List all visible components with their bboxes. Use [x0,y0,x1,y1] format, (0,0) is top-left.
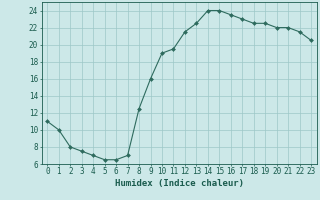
X-axis label: Humidex (Indice chaleur): Humidex (Indice chaleur) [115,179,244,188]
